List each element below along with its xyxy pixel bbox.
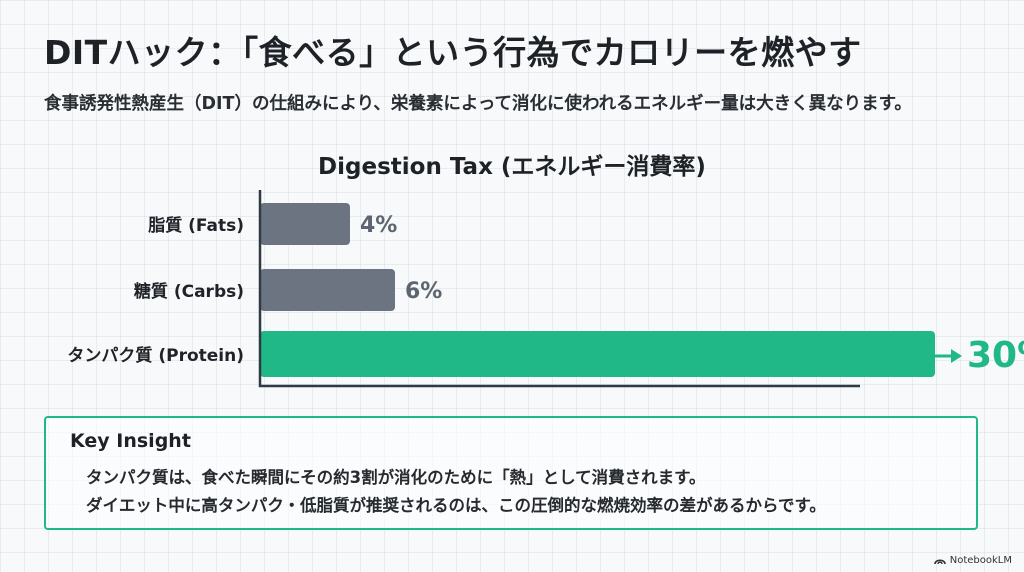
digestion-tax-chart: Digestion Tax (エネルギー消費率) 脂質 (Fats) 4% 糖質 (C…	[0, 140, 1024, 400]
key-insight-box: Key Insight タンパク質は、食べた瞬間にその約3割が消化のために「熱」…	[44, 416, 978, 530]
key-insight-line-1: タンパク質は、食べた瞬間にその約3割が消化のために「熱」として消費されます。	[86, 468, 706, 487]
chart-axis	[258, 190, 860, 388]
value-label: 30%	[967, 335, 1024, 376]
bar	[260, 203, 350, 245]
page-subtitle: 食事誘発性熱産生（DIT）の仕組みにより、栄養素によって消化に使われるエネルギー…	[44, 94, 912, 114]
category-label: タンパク質 (Protein)	[67, 345, 244, 366]
key-insight-heading: Key Insight	[70, 430, 191, 452]
value-label: 4%	[360, 213, 397, 238]
bar	[260, 269, 395, 311]
chart-svg: Digestion Tax (エネルギー消費率) 脂質 (Fats) 4% 糖質 (C…	[67, 153, 1024, 388]
key-insight-line-2: ダイエット中に高タンパク・低脂質が推奨されるのは、この圧倒的な燃焼効率の差がある…	[86, 496, 826, 515]
notebooklm-logo-icon	[933, 559, 946, 565]
watermark-label: NotebookLM	[949, 555, 1012, 566]
category-label: 脂質 (Fats)	[148, 215, 244, 236]
notebooklm-watermark: NotebookLM	[933, 555, 1012, 566]
value-label: 6%	[405, 279, 442, 304]
bar-highlight	[260, 331, 935, 377]
category-label: 糖質 (Carbs)	[134, 281, 244, 302]
page-title: DITハック：「食べる」という行為でカロリーを燃やす	[44, 33, 862, 72]
chart-title: Digestion Tax (エネルギー消費率)	[318, 153, 706, 180]
highlight-arrow-head	[951, 349, 962, 363]
